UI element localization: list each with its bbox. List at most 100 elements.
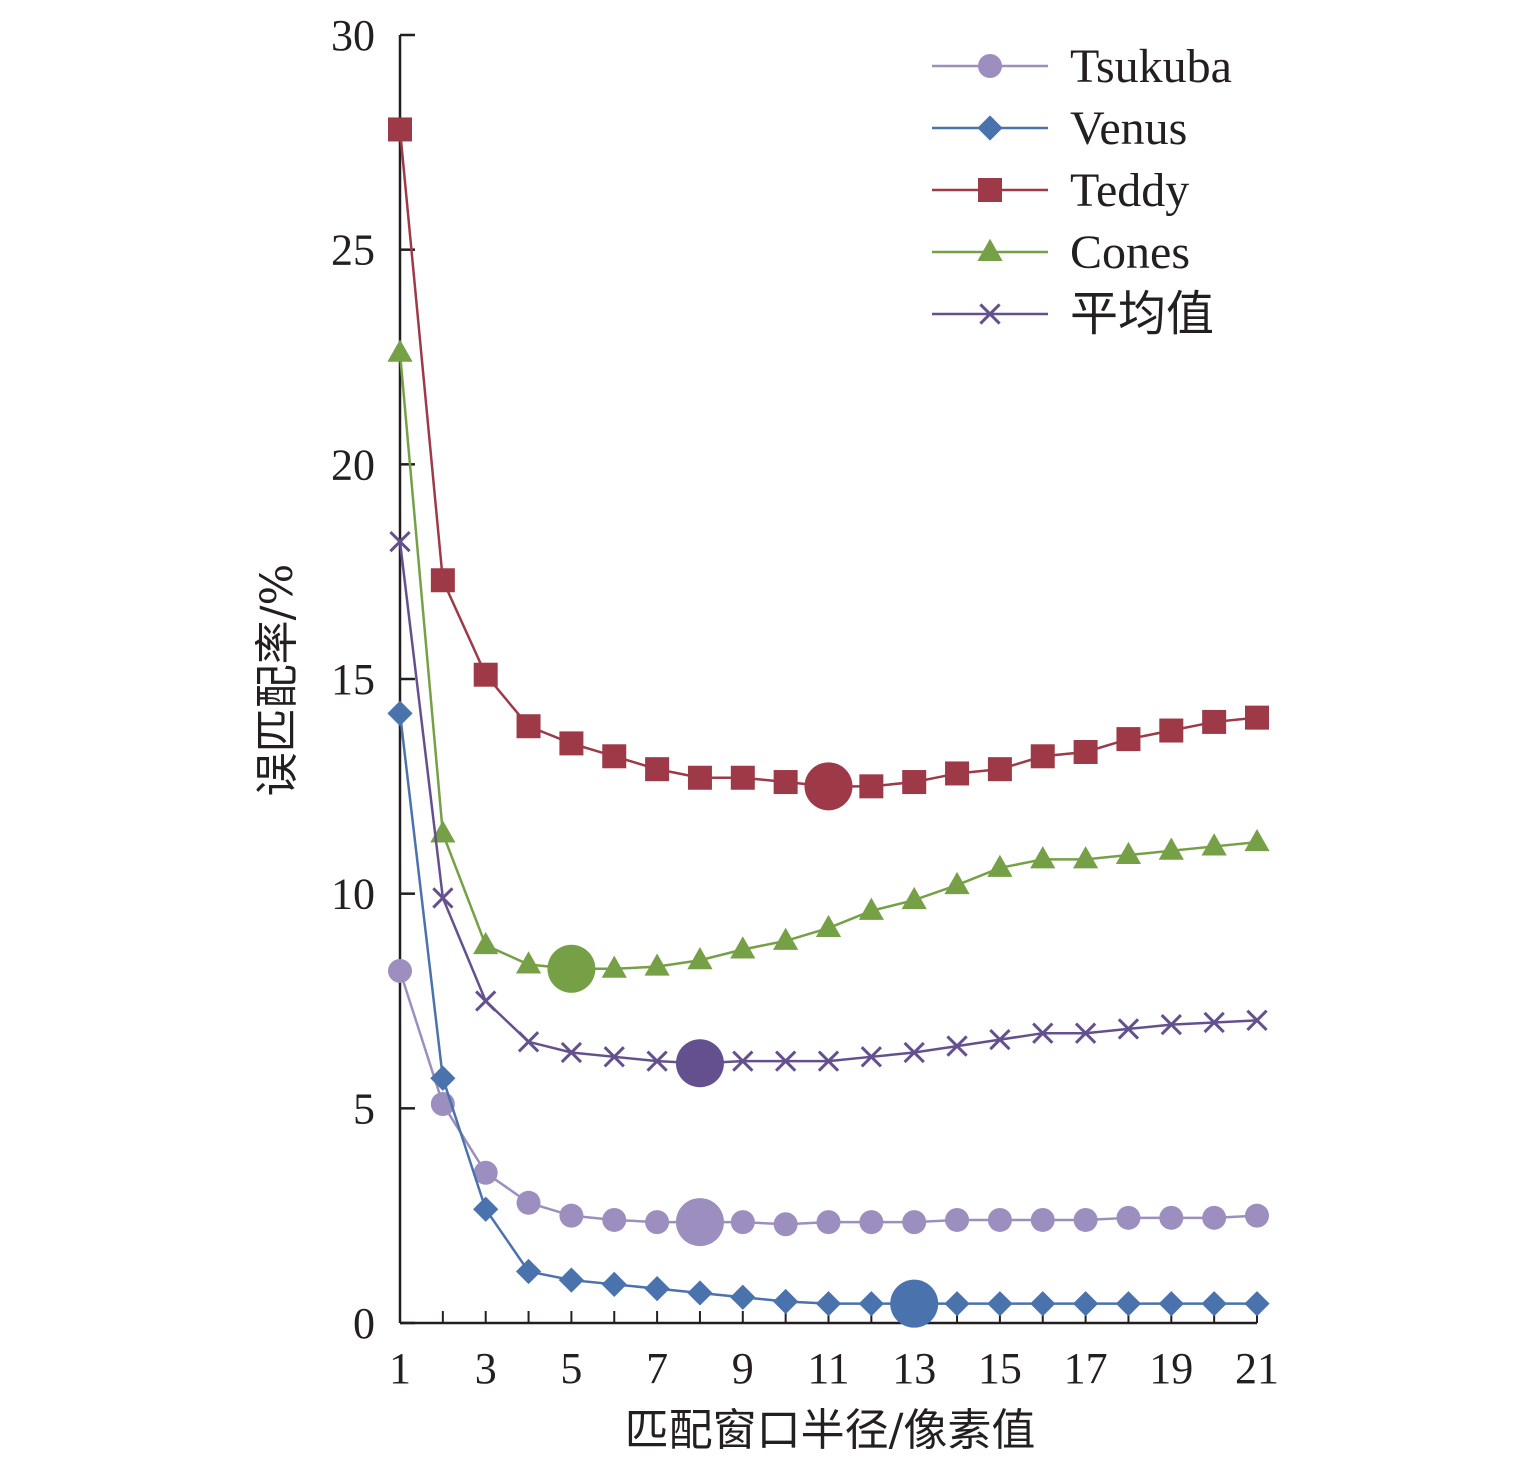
legend-marker (977, 115, 1003, 141)
data-point-teddy (687, 765, 712, 790)
x-tick-label: 9 (732, 1344, 754, 1393)
data-point-tsukuba (645, 1210, 670, 1235)
data-point-venus (515, 1258, 542, 1285)
series-layer (387, 117, 1270, 1317)
legend-marker (979, 303, 1001, 325)
y-tick-label: 25 (331, 226, 375, 275)
series-line-tsukuba (398, 970, 1258, 1226)
data-point-average (1074, 1022, 1097, 1044)
data-point-average (603, 1046, 625, 1068)
data-point-cones (473, 931, 499, 955)
data-point-venus (644, 1276, 670, 1302)
data-point-tsukuba (1245, 1203, 1269, 1228)
data-point-cones (387, 339, 413, 362)
data-point-teddy (1202, 709, 1227, 734)
x-tick-label: 7 (646, 1344, 668, 1393)
min-point-cones (547, 944, 596, 993)
data-point-teddy (602, 744, 627, 769)
x-axis-title: 匹配窗口半径/像素值 (625, 1405, 1036, 1456)
data-point-tsukuba (816, 1210, 841, 1235)
data-point-teddy (859, 774, 884, 799)
data-point-tsukuba (388, 958, 412, 983)
data-point-venus (601, 1271, 627, 1297)
data-point-tsukuba (730, 1210, 755, 1235)
data-point-teddy (773, 770, 798, 795)
legend-marker (978, 54, 1002, 78)
data-point-venus (558, 1267, 584, 1293)
data-point-teddy (473, 662, 498, 687)
data-point-cones (1201, 833, 1227, 856)
data-point-cones (944, 871, 970, 895)
series-line-cones (398, 352, 1258, 971)
y-tick-label: 0 (353, 1299, 375, 1348)
data-point-tsukuba (473, 1160, 498, 1185)
data-point-teddy (430, 568, 455, 593)
data-point-teddy (730, 765, 755, 790)
data-point-tsukuba (559, 1203, 584, 1228)
y-tick-label: 15 (331, 655, 375, 704)
y-tick-label: 10 (331, 870, 375, 919)
data-point-venus (430, 1065, 456, 1091)
data-point-venus (944, 1291, 970, 1317)
data-point-venus (387, 700, 413, 726)
data-point-average (646, 1050, 668, 1072)
legend-item-cones: Cones (932, 226, 1190, 279)
data-point-venus (1201, 1291, 1227, 1317)
data-point-teddy (1116, 727, 1141, 752)
data-point-tsukuba (1116, 1205, 1141, 1230)
data-point-teddy (516, 714, 541, 739)
data-point-venus (1073, 1291, 1099, 1317)
data-point-venus (730, 1284, 756, 1310)
data-point-average (1032, 1022, 1054, 1044)
data-point-teddy (902, 770, 927, 795)
legend-label: 平均值 (1070, 288, 1214, 341)
data-point-teddy (945, 761, 970, 786)
y-tick-label: 30 (331, 11, 375, 60)
legend-item-teddy: Teddy (932, 164, 1189, 217)
x-tick-label: 3 (475, 1344, 497, 1393)
y-axis-title: 误匹配率/% (252, 564, 303, 797)
data-point-teddy (1159, 718, 1184, 743)
min-point-average (675, 1039, 724, 1088)
data-point-venus (815, 1291, 842, 1317)
data-point-average (475, 990, 497, 1012)
legend-label: Cones (1070, 226, 1190, 279)
x-tick-label: 19 (1149, 1344, 1193, 1393)
data-point-venus (1030, 1291, 1056, 1317)
data-point-tsukuba (1073, 1207, 1098, 1232)
data-point-venus (773, 1288, 799, 1315)
x-tick-label: 15 (978, 1344, 1022, 1393)
data-point-tsukuba (1202, 1205, 1227, 1230)
legend-marker (978, 178, 1002, 202)
min-point-teddy (804, 762, 853, 811)
data-point-cones (1030, 846, 1056, 869)
data-point-venus (473, 1196, 499, 1222)
x-tick-label: 11 (807, 1344, 849, 1393)
data-point-tsukuba (987, 1207, 1012, 1232)
legend-label: Teddy (1070, 164, 1189, 217)
data-point-tsukuba (945, 1207, 970, 1232)
data-point-cones (601, 955, 627, 978)
data-point-cones (1158, 837, 1184, 860)
y-tick-label: 5 (353, 1084, 375, 1133)
data-point-teddy (1030, 744, 1055, 769)
data-point-average (903, 1041, 925, 1064)
legend-item-tsukuba: Tsukuba (932, 40, 1232, 93)
data-point-venus (1244, 1291, 1270, 1317)
data-point-cones (815, 914, 842, 938)
legend-item-venus: Venus (932, 102, 1187, 155)
series-cones (387, 339, 1270, 978)
data-point-average (774, 1050, 797, 1072)
data-point-cones (858, 897, 884, 920)
data-point-average (560, 1041, 583, 1064)
legend-label: Venus (1070, 102, 1187, 155)
legend: Tsukuba Venus Teddy Cones 平均值 (932, 40, 1232, 341)
data-point-venus (1158, 1291, 1184, 1317)
x-tick-label: 21 (1235, 1344, 1279, 1393)
data-point-tsukuba (602, 1207, 627, 1232)
legend-item-average: 平均值 (932, 288, 1214, 341)
data-point-average (1117, 1018, 1140, 1040)
highlight-layer (547, 762, 939, 1328)
data-point-cones (901, 886, 927, 910)
